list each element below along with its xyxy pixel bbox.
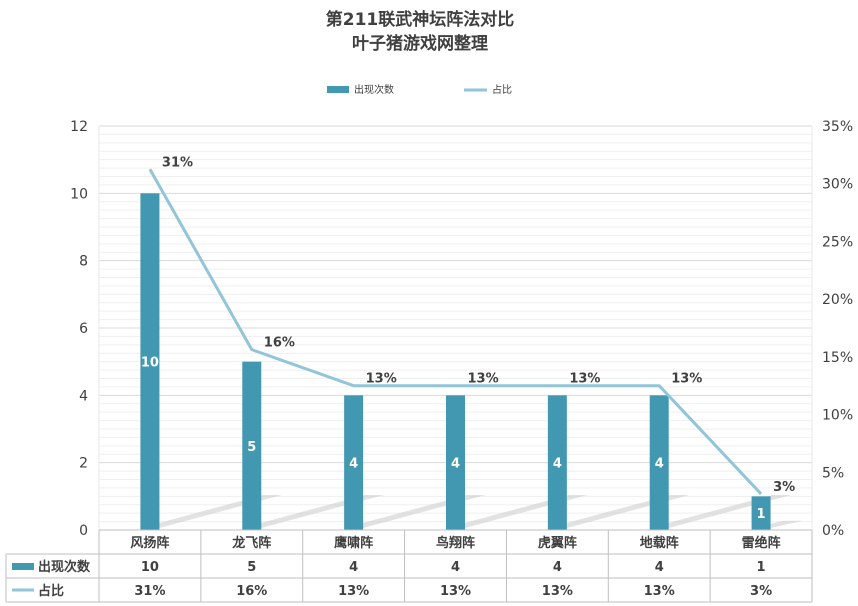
category-label: 雷绝阵 <box>742 535 781 551</box>
line-value-label: 13% <box>569 372 600 387</box>
bar-value-label: 1 <box>757 507 766 522</box>
category-label: 鹰啸阵 <box>334 535 373 551</box>
line-value-label: 3% <box>773 480 795 495</box>
bar-value-label: 5 <box>247 440 256 455</box>
table-cell-ratio: 3% <box>750 584 772 599</box>
line-value-label: 13% <box>366 372 397 387</box>
chart-title: 第211联武神坛阵法对比 <box>326 9 515 30</box>
ratio-line: 31% 16% 13% 13% 13% 13% 3% <box>148 155 795 495</box>
y-tick-label-right: 5% <box>822 465 844 481</box>
table-cell-count: 4 <box>553 560 562 575</box>
y-tick-label-left: 0 <box>79 523 88 539</box>
bar <box>547 395 567 530</box>
y-axis-right: 0% 5% 10% 15% 20% 25% 30% 35% <box>822 119 853 539</box>
y-tick-label-right: 10% <box>822 408 853 424</box>
y-tick-label-right: 30% <box>822 177 853 193</box>
legend-label-bar: 出现次数 <box>354 83 394 96</box>
table-cell-count: 5 <box>247 560 256 575</box>
table-cell-ratio: 13% <box>542 584 573 599</box>
y-tick-label-left: 2 <box>79 456 88 472</box>
bar-value-label: 4 <box>349 457 358 472</box>
legend: 出现次数 占比 <box>327 83 512 96</box>
bar <box>140 193 160 531</box>
y-axis-left: 0 2 4 6 8 10 12 <box>70 119 88 539</box>
bar-value-label: 4 <box>451 457 460 472</box>
table-key-bar <box>12 563 34 570</box>
y-tick-label-right: 35% <box>822 119 853 135</box>
table-row-header-ratio: 占比 <box>38 583 64 599</box>
table-cell-ratio: 13% <box>440 584 471 599</box>
line-value-label: 13% <box>671 372 702 387</box>
y-tick-label-right: 20% <box>822 292 853 308</box>
data-table: 风扬阵1031%龙飞阵516%鹰啸阵413%鸟翔阵413%虎翼阵413%地载阵4… <box>5 529 813 603</box>
legend-swatch-bar <box>327 86 349 93</box>
bar <box>649 395 669 530</box>
y-tick-label-right: 0% <box>822 523 844 539</box>
bar <box>446 395 465 530</box>
table-cell-ratio: 16% <box>236 584 267 599</box>
y-tick-label-right: 15% <box>822 350 853 366</box>
y-tick-label-left: 10 <box>70 186 88 202</box>
table-cell-ratio: 13% <box>644 584 675 599</box>
bar <box>344 395 364 530</box>
bar-value-label: 4 <box>553 457 562 472</box>
y-tick-label-right: 25% <box>822 234 853 250</box>
bar <box>751 496 771 530</box>
chart-subtitle: 叶子猪游戏网整理 <box>352 33 488 54</box>
table-cell-count: 10 <box>141 560 159 575</box>
table-cell-count: 4 <box>349 560 358 575</box>
table-row-header-count: 出现次数 <box>38 559 91 575</box>
bars: 10 5 4 4 4 4 1 <box>140 193 771 531</box>
category-label: 鸟翔阵 <box>436 535 475 551</box>
table-cell-ratio: 13% <box>338 584 369 599</box>
bar-value-label: 10 <box>141 356 159 371</box>
line-series <box>148 168 763 495</box>
y-tick-label-left: 8 <box>79 254 88 270</box>
line-value-label: 16% <box>264 336 295 351</box>
category-label: 虎翼阵 <box>538 535 577 551</box>
legend-label-line: 占比 <box>492 83 512 96</box>
y-tick-label-left: 12 <box>70 119 88 135</box>
table-cell-count: 4 <box>451 560 460 575</box>
category-label: 龙飞阵 <box>232 535 271 551</box>
bar-value-label: 4 <box>655 457 664 472</box>
table-cell-count: 1 <box>757 560 766 575</box>
category-label: 风扬阵 <box>130 535 169 551</box>
line-value-label: 31% <box>162 155 193 170</box>
y-tick-label-left: 4 <box>79 388 88 404</box>
table-cell-count: 4 <box>655 560 664 575</box>
bar-shadows <box>140 495 803 528</box>
y-tick-label-left: 6 <box>79 321 88 337</box>
table-cell-ratio: 31% <box>134 584 165 599</box>
bar <box>242 361 262 530</box>
line-value-label: 13% <box>468 372 499 387</box>
category-label: 地载阵 <box>640 535 679 551</box>
